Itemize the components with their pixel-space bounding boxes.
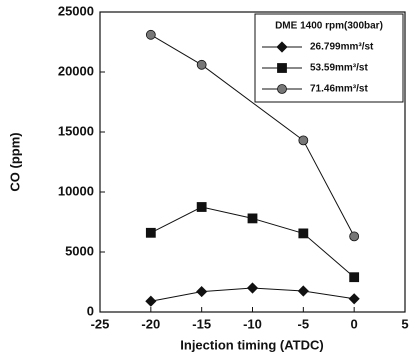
x-tick-label: -25 — [91, 316, 110, 331]
y-axis-label: CO (ppm) — [7, 132, 22, 191]
y-tick-label: 0 — [87, 303, 94, 318]
y-tick-label: 15000 — [58, 123, 94, 138]
legend-label: 53.59mm³/st — [310, 63, 368, 74]
data-point — [349, 231, 360, 242]
data-point — [196, 202, 207, 212]
series-line — [150, 34, 355, 237]
legend-title: DME 1400 rpm(300bar) — [275, 21, 383, 32]
data-point — [145, 227, 156, 238]
x-tick-label: 0 — [351, 316, 358, 331]
data-point — [145, 295, 157, 307]
data-point — [145, 29, 156, 40]
data-point — [196, 286, 208, 298]
y-tick-label: 10000 — [58, 183, 94, 198]
x-tick-label: -5 — [298, 316, 310, 331]
legend-label: 26.799mm³/st — [310, 42, 374, 53]
data-point — [196, 59, 207, 70]
data-point — [298, 135, 309, 146]
data-point — [247, 213, 258, 224]
y-tick-label: 25000 — [58, 3, 94, 18]
legend-marker — [277, 84, 287, 94]
data-point — [349, 272, 360, 283]
legend-marker — [277, 63, 287, 73]
y-tick-label: 20000 — [58, 63, 94, 78]
x-axis-label: Injection timing (ATDC) — [180, 337, 323, 352]
data-point — [297, 285, 309, 297]
data-point — [298, 228, 309, 239]
y-tick-label: 5000 — [65, 243, 94, 258]
legend-marker — [276, 41, 288, 53]
x-tick-label: -10 — [243, 316, 262, 331]
x-tick-label: -20 — [141, 316, 160, 331]
x-tick-label: 5 — [401, 316, 408, 331]
data-point — [348, 293, 360, 305]
legend-label: 71.46mm³/st — [310, 84, 368, 95]
data-point — [246, 282, 259, 294]
x-tick-label: -15 — [192, 316, 211, 331]
